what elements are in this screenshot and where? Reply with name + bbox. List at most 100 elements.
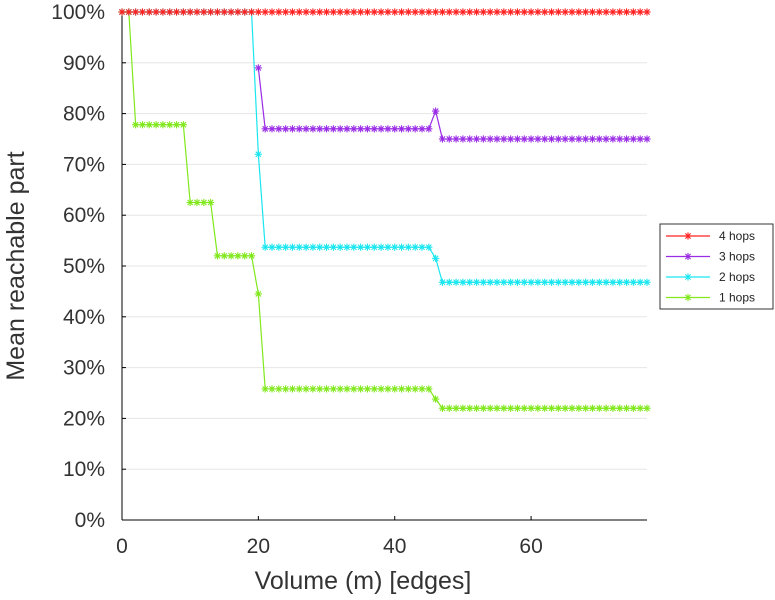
- point-1-hops: [547, 404, 556, 412]
- point-2-hops: [452, 278, 460, 286]
- point-4-hops: [370, 8, 378, 16]
- point-4-hops: [384, 8, 392, 16]
- point-3-hops: [547, 135, 556, 143]
- point-3-hops: [507, 135, 515, 143]
- point-1-hops: [629, 404, 637, 412]
- point-4-hops: [316, 8, 324, 16]
- point-3-hops: [322, 125, 331, 133]
- point-4-hops: [582, 8, 590, 16]
- point-2-hops: [520, 278, 528, 286]
- point-3-hops: [500, 135, 508, 143]
- point-2-hops: [432, 254, 440, 262]
- point-3-hops: [261, 125, 269, 133]
- point-2-hops: [507, 278, 515, 286]
- point-1-hops: [609, 404, 617, 412]
- point-4-hops: [507, 8, 515, 16]
- point-4-hops: [363, 8, 372, 16]
- point-3-hops: [575, 135, 583, 143]
- legend-marker: [684, 273, 692, 281]
- point-3-hops: [609, 135, 617, 143]
- point-3-hops: [445, 135, 453, 143]
- point-4-hops: [213, 8, 222, 16]
- point-4-hops: [254, 8, 262, 16]
- point-1-hops: [561, 404, 569, 412]
- y-tick-label: 10%: [63, 458, 105, 481]
- point-2-hops: [309, 243, 317, 251]
- point-3-hops: [629, 135, 637, 143]
- point-2-hops: [302, 243, 310, 251]
- y-tick-label: 30%: [63, 357, 105, 380]
- point-1-hops: [282, 385, 290, 393]
- point-3-hops: [377, 125, 385, 133]
- series-3-hops: [254, 64, 651, 143]
- point-3-hops: [418, 125, 426, 133]
- point-2-hops: [561, 278, 569, 286]
- point-3-hops: [288, 125, 297, 133]
- point-4-hops: [261, 8, 269, 16]
- point-3-hops: [472, 135, 481, 143]
- point-4-hops: [459, 8, 467, 16]
- point-1-hops: [138, 121, 147, 129]
- point-2-hops: [534, 278, 542, 286]
- point-4-hops: [357, 8, 365, 16]
- legend-label: 1 hops: [719, 291, 755, 305]
- point-4-hops: [397, 8, 406, 16]
- point-4-hops: [343, 8, 351, 16]
- point-1-hops: [288, 385, 297, 393]
- point-3-hops: [295, 125, 303, 133]
- point-4-hops: [513, 8, 522, 16]
- point-1-hops: [445, 404, 453, 412]
- point-4-hops: [445, 8, 453, 16]
- point-2-hops: [357, 243, 365, 251]
- point-3-hops: [404, 125, 412, 133]
- point-4-hops: [234, 8, 242, 16]
- series: [118, 8, 651, 412]
- point-3-hops: [520, 135, 528, 143]
- point-1-hops: [527, 404, 535, 412]
- point-1-hops: [582, 404, 590, 412]
- point-4-hops: [282, 8, 290, 16]
- y-tick-label: 40%: [63, 306, 105, 329]
- point-2-hops: [595, 278, 603, 286]
- series-line-1-hops: [122, 11, 647, 409]
- point-4-hops: [622, 8, 631, 16]
- point-4-hops: [418, 8, 426, 16]
- point-4-hops: [138, 8, 147, 16]
- point-4-hops: [609, 8, 617, 16]
- point-2-hops: [486, 278, 494, 286]
- point-4-hops: [350, 8, 358, 16]
- point-1-hops: [568, 404, 576, 412]
- point-2-hops: [568, 278, 576, 286]
- point-2-hops: [336, 243, 344, 251]
- point-1-hops: [172, 121, 181, 129]
- y-tick-label: 70%: [63, 153, 105, 176]
- point-3-hops: [438, 135, 447, 143]
- point-4-hops: [132, 8, 140, 16]
- point-2-hops: [254, 150, 262, 158]
- point-3-hops: [568, 135, 576, 143]
- point-1-hops: [145, 121, 153, 129]
- point-2-hops: [636, 278, 644, 286]
- point-2-hops: [622, 278, 631, 286]
- point-1-hops: [507, 404, 515, 412]
- point-2-hops: [500, 278, 508, 286]
- series-2-hops: [118, 8, 651, 286]
- point-3-hops: [452, 135, 460, 143]
- point-3-hops: [588, 135, 597, 143]
- point-1-hops: [179, 121, 187, 129]
- point-2-hops: [616, 278, 624, 286]
- point-1-hops: [302, 385, 310, 393]
- point-4-hops: [500, 8, 508, 16]
- point-3-hops: [282, 125, 290, 133]
- point-1-hops: [595, 404, 603, 412]
- point-3-hops: [561, 135, 569, 143]
- x-tick-label: 20: [247, 535, 270, 558]
- point-1-hops: [500, 404, 508, 412]
- point-2-hops: [547, 278, 556, 286]
- point-2-hops: [411, 243, 419, 251]
- point-3-hops: [636, 135, 644, 143]
- point-2-hops: [261, 243, 269, 251]
- point-3-hops: [616, 135, 624, 143]
- point-2-hops: [377, 243, 385, 251]
- point-1-hops: [466, 404, 474, 412]
